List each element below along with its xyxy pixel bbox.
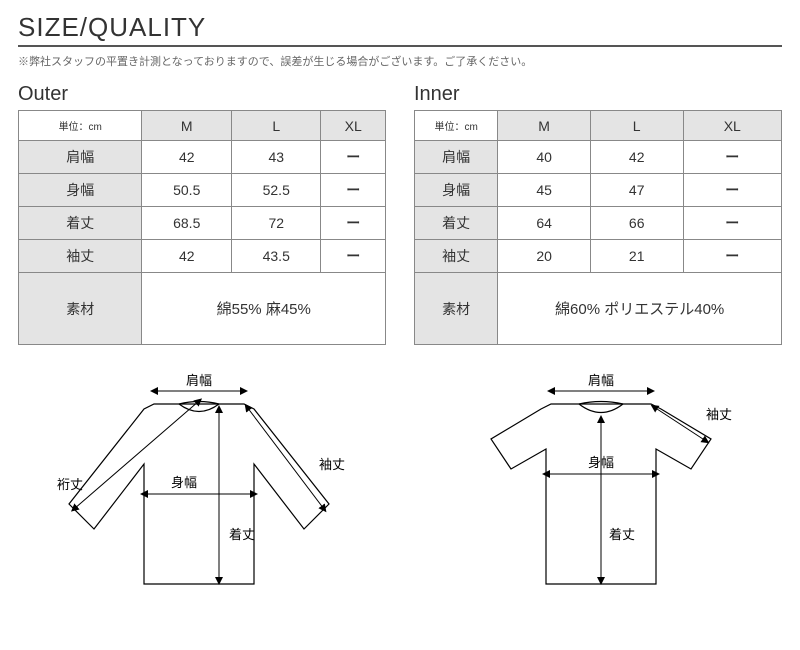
cell: ー <box>321 174 386 207</box>
cell: ー <box>683 207 782 240</box>
disclaimer-note: ※弊社スタッフの平置き計測となっておりますので、誤差が生じる場合がございます。ご… <box>18 53 782 69</box>
inner-heading: Inner <box>414 83 782 106</box>
inner-size-table: 単位：cm M L XL 肩幅 40 42 ー 身幅 45 47 ー 着丈 64… <box>414 110 782 345</box>
cell: 50.5 <box>142 174 232 207</box>
material-row: 素材 綿55% 麻45% <box>19 273 386 345</box>
label-length: 着丈 <box>609 527 635 542</box>
cell: 66 <box>590 207 683 240</box>
page-heading: SIZE/QUALITY <box>18 12 782 47</box>
col-m: M <box>142 111 232 141</box>
table-row: 袖丈 42 43.5 ー <box>19 240 386 273</box>
cell: 64 <box>498 207 591 240</box>
col-m: M <box>498 111 591 141</box>
cell: ー <box>321 207 386 240</box>
short-sleeve-diagram: 肩幅 身幅 着丈 袖丈 <box>431 369 771 609</box>
cell: 21 <box>590 240 683 273</box>
cell: ー <box>321 141 386 174</box>
cell: 52.5 <box>231 174 321 207</box>
unit-cell: 単位：cm <box>19 111 142 141</box>
cell: 20 <box>498 240 591 273</box>
tables-container: Outer 単位：cm M L XL 肩幅 42 43 ー 身幅 50.5 52… <box>18 83 782 345</box>
row-label: 着丈 <box>415 207 498 240</box>
row-label: 肩幅 <box>19 141 142 174</box>
cell: 47 <box>590 174 683 207</box>
diagrams-container: 肩幅 身幅 着丈 袖丈 裄丈 肩幅 身幅 <box>18 369 782 609</box>
table-row: 肩幅 40 42 ー <box>415 141 782 174</box>
outer-table-block: Outer 単位：cm M L XL 肩幅 42 43 ー 身幅 50.5 52… <box>18 83 386 345</box>
cell: 40 <box>498 141 591 174</box>
cell: ー <box>683 174 782 207</box>
col-xl: XL <box>321 111 386 141</box>
table-header-row: 単位：cm M L XL <box>19 111 386 141</box>
cell: 43 <box>231 141 321 174</box>
material-value: 綿60% ポリエステル40% <box>498 273 782 345</box>
cell: ー <box>683 141 782 174</box>
col-l: L <box>231 111 321 141</box>
cell: 42 <box>142 240 232 273</box>
row-label: 袖丈 <box>415 240 498 273</box>
table-row: 身幅 45 47 ー <box>415 174 782 207</box>
material-row: 素材 綿60% ポリエステル40% <box>415 273 782 345</box>
inner-table-block: Inner 単位：cm M L XL 肩幅 40 42 ー 身幅 45 47 ー… <box>414 83 782 345</box>
label-shoulder: 肩幅 <box>186 373 212 388</box>
table-row: 着丈 64 66 ー <box>415 207 782 240</box>
table-row: 袖丈 20 21 ー <box>415 240 782 273</box>
label-sleeve: 袖丈 <box>319 457 345 472</box>
cell: 45 <box>498 174 591 207</box>
label-body-width: 身幅 <box>171 475 197 490</box>
label-sleeve: 袖丈 <box>706 407 732 422</box>
unit-cell: 単位：cm <box>415 111 498 141</box>
row-label: 身幅 <box>415 174 498 207</box>
table-row: 着丈 68.5 72 ー <box>19 207 386 240</box>
table-header-row: 単位：cm M L XL <box>415 111 782 141</box>
col-l: L <box>590 111 683 141</box>
material-value: 綿55% 麻45% <box>142 273 386 345</box>
row-label: 袖丈 <box>19 240 142 273</box>
table-row: 肩幅 42 43 ー <box>19 141 386 174</box>
outer-size-table: 単位：cm M L XL 肩幅 42 43 ー 身幅 50.5 52.5 ー 着… <box>18 110 386 345</box>
cell: 42 <box>590 141 683 174</box>
label-length: 着丈 <box>229 527 255 542</box>
cell: 68.5 <box>142 207 232 240</box>
table-row: 身幅 50.5 52.5 ー <box>19 174 386 207</box>
row-label: 着丈 <box>19 207 142 240</box>
row-label: 身幅 <box>19 174 142 207</box>
cell: 43.5 <box>231 240 321 273</box>
material-label: 素材 <box>19 273 142 345</box>
label-shoulder: 肩幅 <box>588 373 614 388</box>
cell: 42 <box>142 141 232 174</box>
cell: 72 <box>231 207 321 240</box>
cell: ー <box>683 240 782 273</box>
long-sleeve-diagram: 肩幅 身幅 着丈 袖丈 裄丈 <box>29 369 369 609</box>
material-label: 素材 <box>415 273 498 345</box>
cell: ー <box>321 240 386 273</box>
label-yuki: 裄丈 <box>57 477 83 492</box>
row-label: 肩幅 <box>415 141 498 174</box>
col-xl: XL <box>683 111 782 141</box>
outer-heading: Outer <box>18 83 386 106</box>
